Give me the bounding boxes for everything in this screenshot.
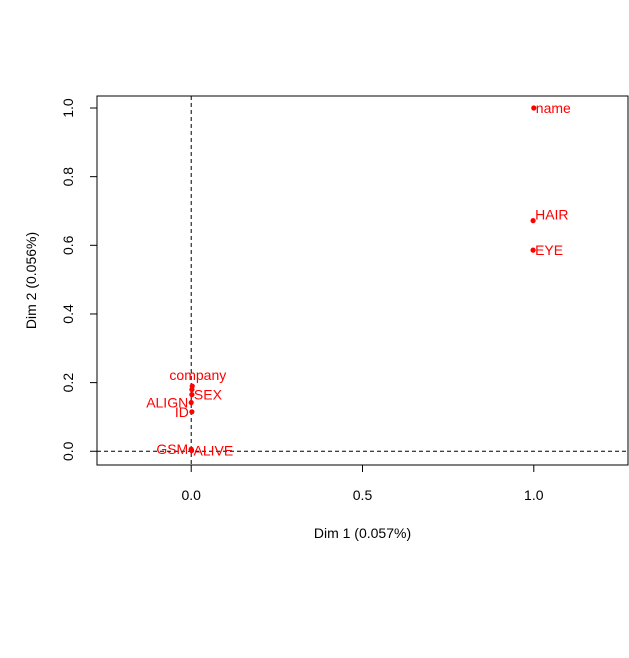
x-tick-label: 0.5 [353,487,373,503]
point-label: ALIVE [194,443,234,459]
point-label: GSM [156,441,188,457]
point-label: company [169,367,226,383]
y-tick-label: 0.2 [60,373,76,393]
y-tick-label: 1.0 [60,98,76,118]
point-label: ID [175,404,189,420]
y-tick-label: 0.4 [60,304,76,324]
y-tick-label: 0.0 [60,441,76,461]
x-axis-label: Dim 1 (0.057%) [314,525,411,541]
y-axis: 0.0 0.2 0.4 0.6 0.8 1.0 [60,98,98,461]
data-point [189,386,195,393]
point-label: name [536,100,571,116]
x-axis: 0.0 0.5 1.0 [181,464,544,503]
point-label: ALIGN [146,395,188,411]
data-point [531,105,537,111]
point-label: EYE [535,242,563,258]
y-tick-label: 0.8 [60,167,76,187]
point-label: HAIR [535,207,568,223]
y-axis-label: Dim 2 (0.056%) [23,232,39,329]
x-tick-label: 1.0 [524,487,544,503]
data-point [189,409,195,415]
y-tick-label: 0.6 [60,235,76,255]
data-point [530,218,536,224]
x-tick-label: 0.0 [181,487,201,503]
data-point [189,392,195,398]
data-points [188,105,537,454]
point-label: SEX [194,387,223,403]
data-point [188,399,194,406]
data-point [530,247,536,253]
data-point [188,447,195,454]
reference-lines [97,96,628,465]
